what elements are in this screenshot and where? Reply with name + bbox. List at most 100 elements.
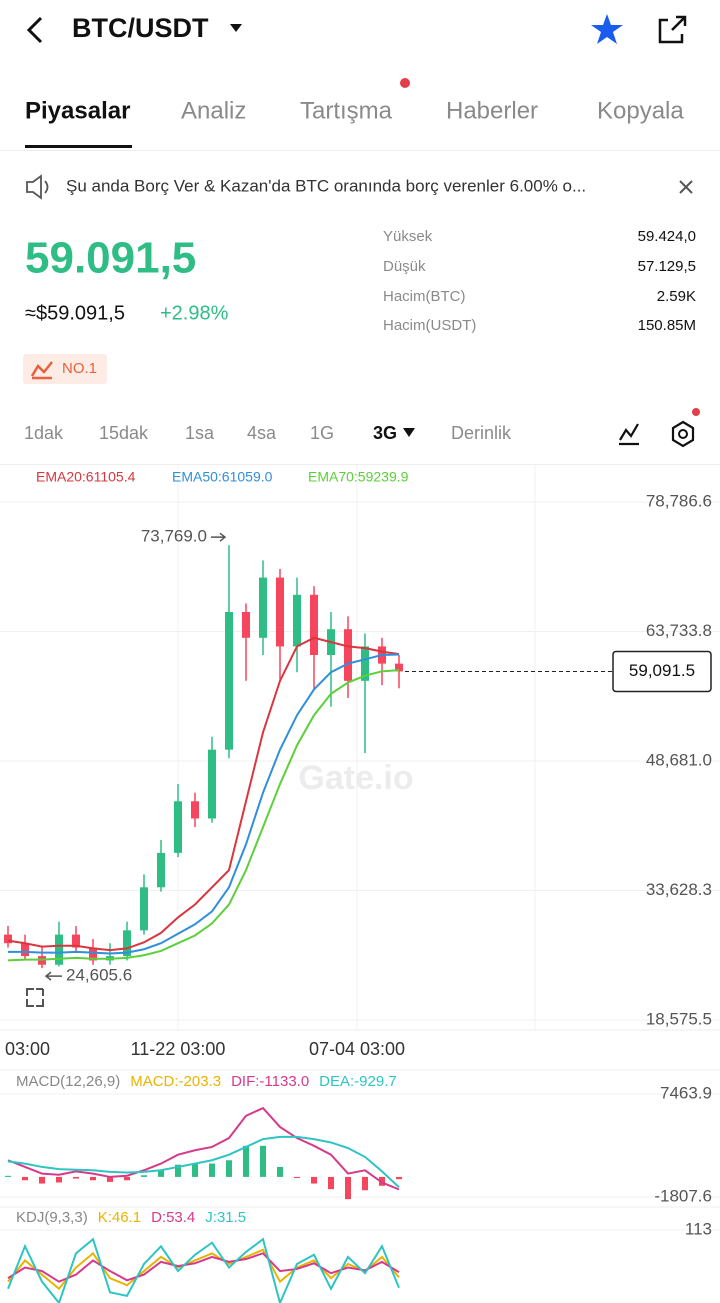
tab[interactable]: Kopyala bbox=[597, 97, 684, 124]
last-price-box bbox=[612, 650, 712, 693]
last-price: 59.091,5 bbox=[25, 234, 196, 283]
share-button[interactable] bbox=[658, 15, 687, 44]
notice-text[interactable]: Şu anda Borç Ver & Kazan'da BTC oranında… bbox=[66, 176, 586, 195]
kdj-line bbox=[7, 1252, 400, 1283]
macd-bar bbox=[243, 1145, 249, 1177]
time-label: 07-04 03:00 bbox=[309, 1039, 405, 1059]
notification-dot bbox=[400, 78, 410, 88]
macd-bar bbox=[141, 1175, 147, 1177]
rank-label: NO.1 bbox=[62, 360, 97, 377]
y-tick-label: 78,786.6 bbox=[646, 491, 712, 510]
candle-body bbox=[123, 930, 131, 957]
macd-bar bbox=[362, 1176, 368, 1191]
max-marker-label: 73,769.0 bbox=[141, 527, 207, 546]
interval[interactable]: 1G bbox=[310, 423, 334, 443]
back-button[interactable] bbox=[26, 16, 43, 44]
candle-body bbox=[242, 612, 250, 638]
legend-label: MACD:-203.3 bbox=[130, 1073, 221, 1090]
interval[interactable]: 3G bbox=[373, 423, 397, 443]
macd-bar bbox=[311, 1176, 317, 1184]
candle-body bbox=[293, 594, 301, 647]
divider bbox=[0, 150, 720, 151]
y-tick-label: 18,575.5 bbox=[646, 1009, 712, 1028]
stat-value: 59.424,0 bbox=[638, 228, 696, 245]
interval[interactable]: 1dak bbox=[24, 423, 64, 443]
notification-dot bbox=[692, 408, 700, 416]
legend-label: DIF:-1133.0 bbox=[231, 1073, 309, 1090]
candle-body bbox=[89, 947, 97, 961]
y-tick-label: 113 bbox=[685, 1219, 712, 1238]
stat-value: 150.85M bbox=[638, 317, 696, 334]
macd-bar bbox=[192, 1163, 198, 1177]
macd-bar bbox=[73, 1176, 79, 1179]
macd-bar bbox=[5, 1175, 11, 1177]
fullscreen-button[interactable] bbox=[26, 988, 44, 1007]
interval[interactable]: 4sa bbox=[247, 423, 277, 443]
rank-badge bbox=[23, 354, 107, 384]
interval-dropdown[interactable] bbox=[403, 428, 415, 437]
macd-bar bbox=[294, 1176, 300, 1179]
macd-bar bbox=[226, 1160, 232, 1177]
macd-bar bbox=[56, 1176, 62, 1183]
close-notice[interactable] bbox=[679, 180, 693, 194]
macd-bar bbox=[158, 1170, 164, 1177]
y-tick-label: -1807.6 bbox=[654, 1186, 712, 1205]
kdj-line bbox=[7, 1237, 400, 1303]
indicator-button[interactable] bbox=[619, 423, 639, 446]
stat-value: 57.129,5 bbox=[638, 258, 696, 275]
candle-body bbox=[276, 577, 284, 647]
rank-icon bbox=[30, 361, 53, 380]
macd-bar bbox=[396, 1176, 402, 1180]
last-price-label: 59,091.5 bbox=[629, 661, 695, 680]
candle-body bbox=[259, 577, 267, 638]
tab[interactable]: Tartışma bbox=[300, 97, 393, 124]
interval[interactable]: Derinlik bbox=[451, 423, 512, 443]
macd-bar bbox=[22, 1176, 28, 1181]
price-change: +2.98% bbox=[160, 302, 229, 324]
candle-body bbox=[310, 594, 318, 656]
kdj-line bbox=[7, 1248, 400, 1291]
max-marker-arrow bbox=[211, 532, 227, 542]
legend-label: DEA:-929.7 bbox=[319, 1073, 397, 1090]
macd-line bbox=[7, 1106, 400, 1191]
y-tick-label: 48,681.0 bbox=[646, 750, 712, 769]
stat-label: Hacim(BTC) bbox=[383, 288, 466, 305]
candle-body bbox=[225, 612, 233, 750]
legend-label: K:46.1 bbox=[98, 1209, 141, 1226]
tab[interactable]: Haberler bbox=[446, 97, 538, 124]
legend-label: EMA20:61105.4 bbox=[36, 469, 136, 485]
time-label: 11-22 03:00 bbox=[131, 1039, 226, 1059]
candle-body bbox=[140, 887, 148, 931]
legend-label: KDJ(9,3,3) bbox=[16, 1209, 88, 1226]
legend-label: EMA50:61059.0 bbox=[172, 469, 273, 485]
pair-dropdown[interactable] bbox=[230, 24, 242, 32]
time-label: 03:00 bbox=[5, 1039, 50, 1059]
candle-body bbox=[55, 934, 63, 965]
settings-button[interactable] bbox=[671, 420, 695, 448]
stat-label: Yüksek bbox=[383, 228, 433, 245]
macd-bar bbox=[107, 1176, 113, 1182]
favorite-star[interactable] bbox=[591, 14, 623, 44]
candle-body bbox=[208, 749, 216, 819]
pair-title[interactable]: BTC/USDT bbox=[72, 13, 209, 43]
tab-underline bbox=[25, 145, 132, 148]
settings-icon-center bbox=[678, 429, 688, 439]
ema-line bbox=[8, 653, 400, 955]
candle-body bbox=[344, 629, 352, 681]
candle-body bbox=[157, 852, 165, 888]
candle-body bbox=[361, 646, 369, 681]
macd-bar bbox=[345, 1176, 351, 1200]
legend-label: J:31.5 bbox=[205, 1209, 246, 1226]
stat-value: 2.59K bbox=[657, 288, 696, 305]
interval[interactable]: 1sa bbox=[185, 423, 215, 443]
stat-label: Düşük bbox=[383, 258, 426, 275]
interval[interactable]: 15dak bbox=[99, 423, 149, 443]
ema-line bbox=[7, 669, 400, 962]
divider bbox=[0, 464, 720, 465]
legend-label: MACD(12,26,9) bbox=[16, 1073, 120, 1090]
tab[interactable]: Piyasalar bbox=[25, 97, 130, 124]
candle-body bbox=[174, 801, 182, 853]
y-tick-label: 33,628.3 bbox=[646, 880, 712, 899]
tab[interactable]: Analiz bbox=[181, 97, 246, 124]
